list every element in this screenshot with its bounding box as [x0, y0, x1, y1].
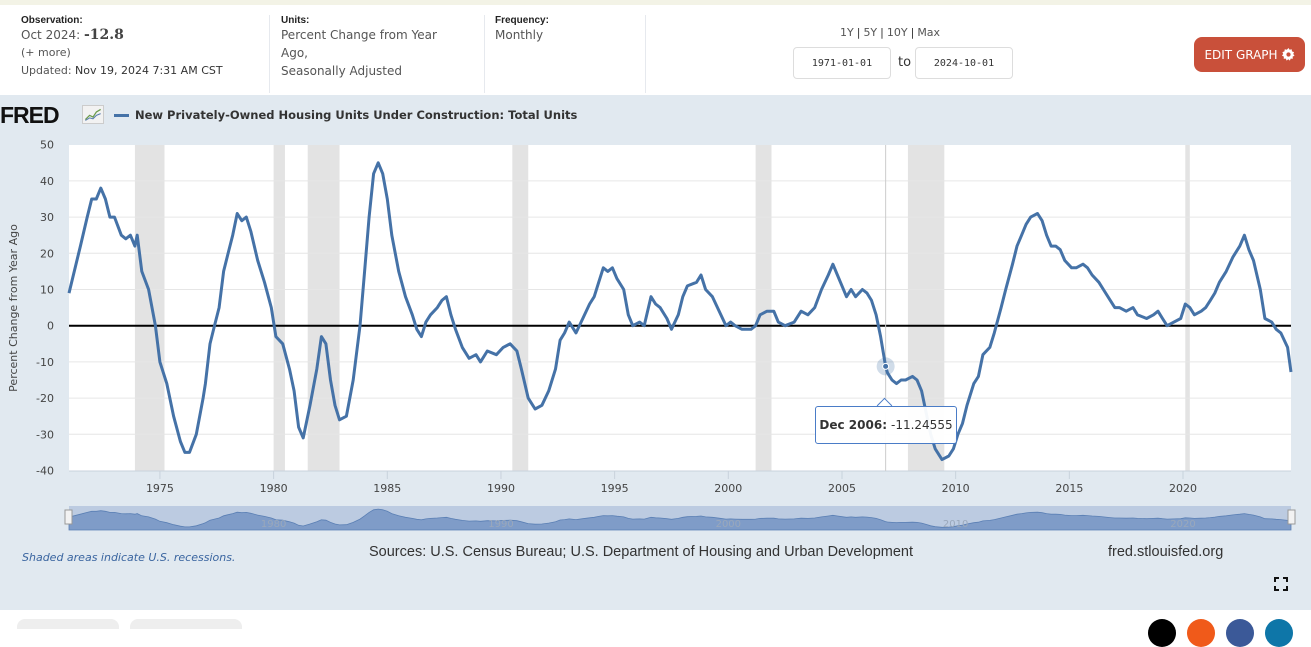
share-facebook-icon[interactable] [1226, 619, 1254, 647]
share-reddit-icon[interactable] [1187, 619, 1215, 647]
observation-label: Observation: [21, 15, 83, 26]
separator: | [910, 26, 915, 39]
units-panel: Units: Percent Change from Year Ago, Sea… [281, 15, 485, 93]
logo-chart-icon [82, 105, 104, 124]
share-linkedin-icon[interactable] [1265, 619, 1293, 647]
frequency-value: Monthly [495, 28, 544, 42]
edit-graph-button[interactable]: EDIT GRAPH [1194, 37, 1305, 72]
observation-value: -12.8 [83, 27, 124, 43]
separator: | [856, 26, 861, 39]
bottom-tab-2[interactable] [130, 619, 242, 629]
updated-label: Updated: [21, 64, 72, 77]
range-max-link[interactable]: Max [917, 26, 941, 39]
tooltip-date: Dec 2006: [819, 418, 887, 432]
fullscreen-icon[interactable] [1274, 577, 1288, 591]
units-line-1: Percent Change from Year [281, 28, 437, 42]
chart-area [0, 95, 1311, 610]
units-line-3: Seasonally Adjusted [281, 64, 403, 78]
gear-icon [1281, 48, 1295, 61]
legend-swatch [114, 113, 129, 117]
range-links: 1Y | 5Y | 10Y | Max [840, 26, 940, 39]
legend-label[interactable]: New Privately-Owned Housing Units Under … [135, 108, 578, 122]
top-strip [0, 0, 1311, 5]
chart-legend: New Privately-Owned Housing Units Under … [114, 108, 577, 122]
tooltip-value: -11.24555 [891, 418, 953, 432]
observation-date: Oct 2024: [21, 28, 81, 42]
updated-line: Updated: Nov 19, 2024 7:31 AM CST [21, 62, 269, 80]
observation-line: Oct 2024: -12.8 [21, 26, 269, 44]
units-line-2: Ago, [281, 46, 308, 60]
site-url[interactable]: fred.stlouisfed.org [1108, 544, 1224, 560]
frequency-label: Frequency: [495, 15, 549, 26]
to-label: to [898, 55, 912, 70]
recession-footnote: Shaded areas indicate U.S. recessions. [22, 551, 236, 564]
range-10y-link[interactable]: 10Y [886, 26, 908, 39]
share-x-icon[interactable] [1148, 619, 1176, 647]
units-label: Units: [281, 15, 310, 26]
separator: | [880, 26, 884, 39]
updated-value: Nov 19, 2024 7:31 AM CST [75, 64, 223, 77]
start-date-input[interactable]: 1971-01-01 [793, 47, 891, 79]
sources-text: Sources: U.S. Census Bureau; U.S. Depart… [369, 544, 914, 560]
series-header: Observation: Oct 2024: -12.8 (+ more) Up… [0, 5, 1311, 95]
fred-logo[interactable]: FRED [0, 102, 60, 128]
observation-panel: Observation: Oct 2024: -12.8 (+ more) Up… [21, 15, 270, 93]
bottom-tab-1[interactable] [17, 619, 119, 629]
edit-graph-label: EDIT GRAPH [1204, 47, 1278, 62]
frequency-panel: Frequency: Monthly [495, 15, 646, 93]
range-5y-link[interactable]: 5Y [863, 26, 878, 39]
range-1y-link[interactable]: 1Y [840, 26, 854, 39]
end-date-input[interactable]: 2024-10-01 [915, 47, 1013, 79]
hover-tooltip: Dec 2006: -11.24555 [815, 406, 957, 444]
more-observations-link[interactable]: (+ more) [21, 46, 71, 59]
